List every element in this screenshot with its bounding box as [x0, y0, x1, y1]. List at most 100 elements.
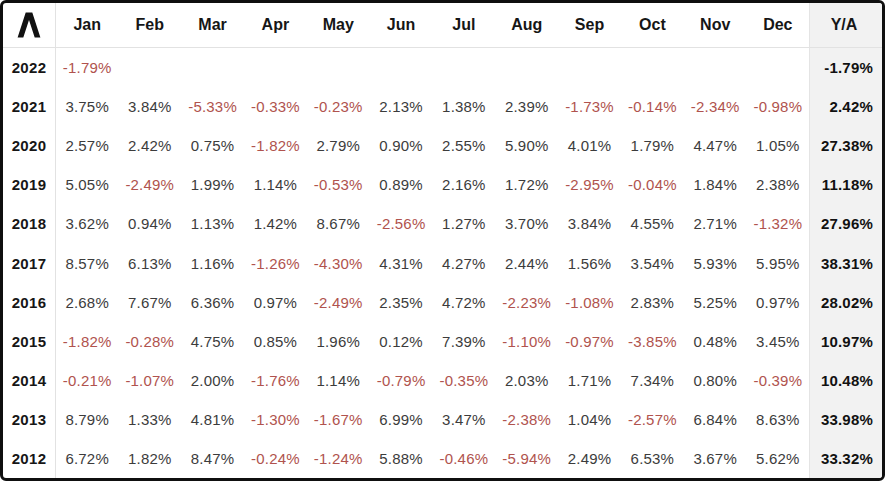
return-cell: -4.30%	[307, 243, 370, 282]
return-cell: 4.81%	[181, 400, 244, 439]
return-cell: -1.24%	[307, 439, 370, 478]
return-cell: -1.73%	[558, 87, 621, 126]
return-cell: 1.38%	[432, 87, 495, 126]
return-cell: 2.16%	[432, 165, 495, 204]
year-label: 2019	[3, 165, 56, 204]
year-row-2020: 20202.57%2.42%0.75%-1.82%2.79%0.90%2.55%…	[3, 126, 882, 165]
return-cell: -0.28%	[118, 322, 181, 361]
return-cell: 1.14%	[307, 361, 370, 400]
return-cell: -1.32%	[747, 204, 810, 243]
return-cell: 0.89%	[370, 165, 433, 204]
return-cell: 2.35%	[370, 283, 433, 322]
return-cell: 1.13%	[181, 204, 244, 243]
return-cell: 2.03%	[495, 361, 558, 400]
return-cell: -0.35%	[432, 361, 495, 400]
return-cell	[118, 47, 181, 87]
return-cell: -1.82%	[244, 126, 307, 165]
return-cell	[495, 47, 558, 87]
return-cell: -2.34%	[684, 87, 747, 126]
column-header-oct: Oct	[621, 3, 684, 47]
header-row: JanFebMarAprMayJunJulAugSepOctNovDecY/A	[3, 3, 882, 47]
return-cell: -0.53%	[307, 165, 370, 204]
return-cell: 2.13%	[370, 87, 433, 126]
year-row-2012: 20126.72%1.82%8.47%-0.24%-1.24%5.88%-0.4…	[3, 439, 882, 478]
return-cell: 1.72%	[495, 165, 558, 204]
return-cell: 3.70%	[495, 204, 558, 243]
return-cell: 3.84%	[558, 204, 621, 243]
return-cell: 3.67%	[684, 439, 747, 478]
year-label: 2020	[3, 126, 56, 165]
column-header-mar: Mar	[181, 3, 244, 47]
return-cell: -0.21%	[56, 361, 119, 400]
return-cell: 1.71%	[558, 361, 621, 400]
return-cell: -5.33%	[181, 87, 244, 126]
return-cell: 2.38%	[747, 165, 810, 204]
return-cell: 0.85%	[244, 322, 307, 361]
year-label: 2021	[3, 87, 56, 126]
return-cell: 1.04%	[558, 400, 621, 439]
return-cell: 2.42%	[118, 126, 181, 165]
return-cell: 2.57%	[56, 126, 119, 165]
return-cell: -0.14%	[621, 87, 684, 126]
return-cell: 5.05%	[56, 165, 119, 204]
return-cell: -1.76%	[244, 361, 307, 400]
year-label: 2017	[3, 243, 56, 282]
return-cell: 3.62%	[56, 204, 119, 243]
return-cell: 1.42%	[244, 204, 307, 243]
return-cell: 3.75%	[56, 87, 119, 126]
return-cell: -2.38%	[495, 400, 558, 439]
return-cell: 4.75%	[181, 322, 244, 361]
return-cell: 1.16%	[181, 243, 244, 282]
return-cell: -2.95%	[558, 165, 621, 204]
year-row-2022: 2022-1.79%-1.79%	[3, 47, 882, 87]
return-cell: 1.96%	[307, 322, 370, 361]
ytd-cell: 28.02%	[810, 283, 883, 322]
return-cell: 5.88%	[370, 439, 433, 478]
return-cell: 3.45%	[747, 322, 810, 361]
ytd-cell: 10.48%	[810, 361, 883, 400]
return-cell: -1.26%	[244, 243, 307, 282]
return-cell: 6.53%	[621, 439, 684, 478]
ytd-cell: 10.97%	[810, 322, 883, 361]
return-cell: 2.44%	[495, 243, 558, 282]
return-cell: -0.39%	[747, 361, 810, 400]
ytd-cell: 2.42%	[810, 87, 883, 126]
return-cell: 0.75%	[181, 126, 244, 165]
return-cell: 6.99%	[370, 400, 433, 439]
return-cell: 3.84%	[118, 87, 181, 126]
return-cell: 1.05%	[747, 126, 810, 165]
column-header-nov: Nov	[684, 3, 747, 47]
brand-logo-cell	[3, 3, 56, 47]
return-cell: -0.98%	[747, 87, 810, 126]
return-cell: 1.33%	[118, 400, 181, 439]
return-cell: 7.34%	[621, 361, 684, 400]
return-cell: 2.49%	[558, 439, 621, 478]
return-cell: 6.72%	[56, 439, 119, 478]
return-cell: 4.01%	[558, 126, 621, 165]
return-cell: -0.97%	[558, 322, 621, 361]
return-cell: 0.80%	[684, 361, 747, 400]
column-header-sep: Sep	[558, 3, 621, 47]
return-cell: 2.55%	[432, 126, 495, 165]
return-cell: -2.23%	[495, 283, 558, 322]
column-header-jun: Jun	[370, 3, 433, 47]
return-cell: -2.57%	[621, 400, 684, 439]
year-row-2013: 20138.79%1.33%4.81%-1.30%-1.67%6.99%3.47…	[3, 400, 882, 439]
year-row-2016: 20162.68%7.67%6.36%0.97%-2.49%2.35%4.72%…	[3, 283, 882, 322]
return-cell: -0.46%	[432, 439, 495, 478]
return-cell: 1.56%	[558, 243, 621, 282]
return-cell: -1.07%	[118, 361, 181, 400]
return-cell: 2.71%	[684, 204, 747, 243]
year-label: 2016	[3, 283, 56, 322]
return-cell: 5.90%	[495, 126, 558, 165]
return-cell: -0.79%	[370, 361, 433, 400]
year-row-2021: 20213.75%3.84%-5.33%-0.33%-0.23%2.13%1.3…	[3, 87, 882, 126]
year-label: 2012	[3, 439, 56, 478]
return-cell	[684, 47, 747, 87]
return-cell: -2.49%	[307, 283, 370, 322]
return-cell: 5.95%	[747, 243, 810, 282]
return-cell	[621, 47, 684, 87]
return-cell: 5.93%	[684, 243, 747, 282]
return-cell: 7.67%	[118, 283, 181, 322]
return-cell: 6.36%	[181, 283, 244, 322]
